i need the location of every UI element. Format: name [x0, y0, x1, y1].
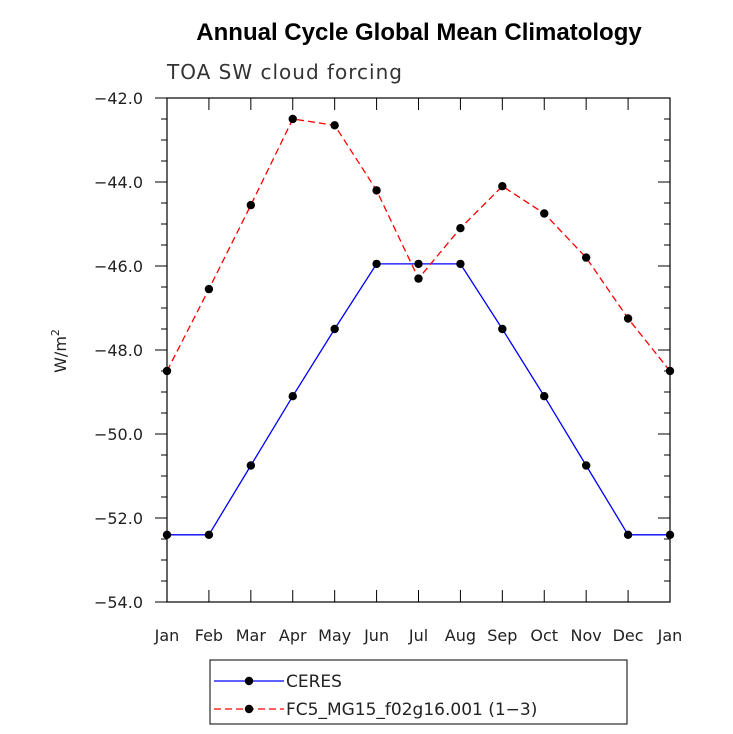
data-point: [162, 366, 172, 376]
legend-marker: [244, 676, 254, 686]
y-tick-labels: −54.0 −52.0 −50.0 −48.0 −46.0 −44.0 −42.0: [94, 89, 143, 612]
series-line-1: [166, 118, 671, 372]
y-axis-label: W/m2: [49, 329, 70, 373]
y-tick-label: −42.0: [94, 89, 143, 108]
y-axis-label-base: W/m: [51, 336, 70, 373]
data-point: [330, 324, 339, 334]
data-point: [581, 253, 591, 262]
data-point: [204, 530, 214, 539]
data-point: [665, 530, 675, 539]
x-tick-label: May: [318, 626, 351, 645]
data-point: [456, 259, 465, 269]
x-tick-label: Jun: [363, 626, 389, 645]
data-point: [623, 530, 633, 539]
legend-box: [209, 659, 628, 725]
svg-text:W/m2: W/m2: [49, 329, 70, 373]
data-point: [330, 121, 339, 130]
data-point: [540, 392, 549, 401]
x-tick-label: Jan: [154, 626, 180, 645]
legend-marker: [244, 704, 254, 714]
data-point: [540, 209, 549, 218]
series-points: [162, 114, 675, 539]
data-point: [623, 314, 633, 323]
y-tick-label: −44.0: [94, 173, 143, 192]
data-point: [372, 259, 381, 269]
data-point: [204, 284, 214, 294]
x-tick-label: Apr: [279, 626, 307, 645]
series-line-0: [167, 263, 670, 536]
y-tick-label: −48.0: [94, 341, 143, 360]
data-point: [581, 461, 591, 470]
y-tick-label: −50.0: [94, 425, 143, 444]
x-tick-label: Feb: [195, 626, 223, 645]
legend-label: CERES: [286, 672, 342, 692]
data-point: [498, 324, 507, 334]
x-tick-label: Dec: [613, 626, 644, 645]
data-point: [288, 114, 297, 124]
series-lines: [166, 118, 671, 536]
x-tick-label: Jan: [657, 626, 683, 645]
y-axis-label-superscript: 2: [49, 329, 62, 336]
data-point: [456, 224, 465, 233]
data-point: [246, 200, 256, 210]
x-tick-label: Jul: [408, 626, 428, 645]
x-tick-label: Mar: [236, 626, 267, 645]
data-point: [414, 274, 423, 283]
axis-ticks: [155, 97, 671, 603]
x-tick-label: Oct: [530, 626, 558, 645]
x-tick-label: Aug: [445, 626, 476, 645]
y-tick-label: −52.0: [94, 509, 143, 528]
data-point: [372, 186, 381, 195]
data-point: [414, 259, 423, 269]
x-tick-label: Nov: [571, 626, 602, 645]
x-tick-label: Sep: [487, 626, 517, 645]
data-point: [498, 182, 507, 191]
legend: CERES FC5_MG15_f02g16.001 (1−3): [209, 659, 628, 725]
y-tick-label: −54.0: [94, 593, 143, 612]
x-tick-labels: Jan Feb Mar Apr May Jun Jul Aug Sep Oct Nov Dec Jan: [154, 626, 683, 645]
chart-subtitle: TOA SW cloud forcing: [166, 60, 403, 84]
chart-title: Annual Cycle Global Mean Climatology: [196, 19, 642, 46]
data-point: [288, 392, 297, 401]
plot-frame: [166, 97, 671, 603]
legend-label: FC5_MG15_f02g16.001 (1−3): [286, 700, 537, 720]
data-point: [162, 530, 172, 539]
y-tick-label: −46.0: [94, 257, 143, 276]
data-point: [246, 461, 256, 470]
data-point: [665, 366, 675, 376]
